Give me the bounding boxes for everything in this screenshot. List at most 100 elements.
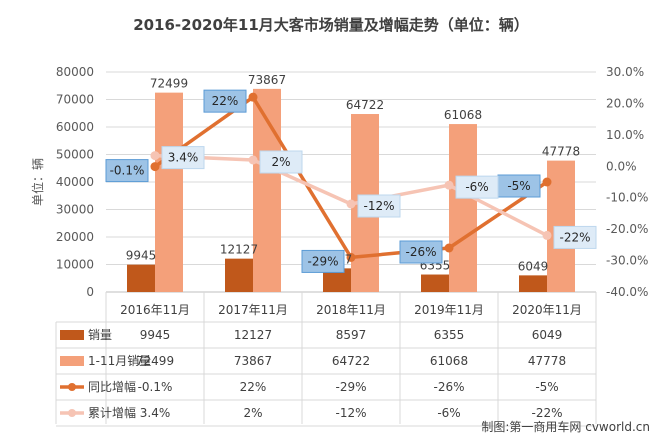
chart-title: 2016-2020年11月大客市场销量及增幅走势（单位：辆）: [133, 16, 529, 34]
right-axis: -40.0% -30.0% -20.0% -10.0% 0.0% 10.0% 20.0% 30…: [606, 65, 648, 299]
line-marker: [542, 230, 552, 240]
y2-tick-label: -20.0%: [606, 222, 648, 236]
category-label: 2017年11月: [218, 303, 288, 317]
table-cell: 61068: [430, 354, 468, 368]
legend-swatch: [60, 330, 84, 340]
y-tick-label: 60000: [56, 120, 94, 134]
lines: [150, 92, 552, 262]
line-marker: [150, 151, 160, 161]
line-value-label: -5%: [507, 179, 530, 193]
category-label: 2020年11月: [512, 303, 582, 317]
watermark: 制图:第一商用车网 cvworld.cn: [481, 419, 650, 434]
line-value-label: -26%: [405, 245, 436, 259]
bar-value-label: 61068: [444, 108, 482, 122]
bar-value-label: 12127: [220, 243, 258, 257]
line-label-box: [203, 89, 247, 113]
line-label-box: [553, 225, 597, 249]
legend-label: 同比增幅: [88, 379, 136, 394]
line-marker: [444, 180, 454, 190]
bar-monthly: [127, 264, 155, 292]
table-cell: -6%: [437, 406, 460, 420]
line-label-box: [301, 249, 345, 273]
bar-monthly: [225, 258, 253, 292]
line-label-box: [455, 175, 499, 199]
y-axis-label: 单位：辆: [30, 158, 45, 206]
y2-tick-label: 0.0%: [606, 159, 637, 173]
table-cell: 6355: [434, 328, 465, 342]
table-cell: 47778: [528, 354, 566, 368]
table-cell: -5%: [535, 380, 558, 394]
bar-cumulative: [449, 124, 477, 292]
left-axis: 0 10000 20000 30000 40000 50000 60000 70000 8000…: [56, 65, 94, 299]
line-label-box: [105, 159, 149, 183]
table-cell: -26%: [433, 380, 464, 394]
y2-tick-label: 30.0%: [606, 65, 644, 79]
bar-monthly: [421, 274, 449, 292]
bar-value-label: 47778: [542, 145, 580, 159]
legend-label: 累计增幅: [88, 405, 136, 420]
table-cell: 64722: [332, 354, 370, 368]
y-tick-label: 80000: [56, 65, 94, 79]
y-tick-label: 50000: [56, 148, 94, 162]
table-cell: 12127: [234, 328, 272, 342]
line-marker: [248, 92, 258, 102]
table-cell: 8597: [336, 328, 367, 342]
y-tick-label: 40000: [56, 175, 94, 189]
line-marker: [248, 155, 258, 165]
y2-tick-label: 20.0%: [606, 96, 644, 110]
data-labels: 9945121278597635560497249973867647226106…: [105, 73, 597, 273]
legend-label: 1-11月销量: [88, 354, 151, 368]
y-tick-label: 10000: [56, 258, 94, 272]
bar-cumulative: [155, 92, 183, 292]
table-cell: -22%: [531, 406, 562, 420]
line-label-box: [161, 146, 205, 170]
line-value-label: 3.4%: [168, 151, 199, 165]
table-cell: 6049: [532, 328, 563, 342]
table-cell: 2%: [243, 406, 262, 420]
category-label: 2016年11月: [120, 303, 190, 317]
y2-tick-label: -40.0%: [606, 285, 648, 299]
line-value-label: -22%: [559, 230, 590, 244]
legend-swatch-marker: [68, 383, 76, 391]
bar-value-label: 72499: [150, 77, 188, 91]
y-tick-label: 30000: [56, 203, 94, 217]
y-tick-label: 0: [86, 285, 94, 299]
y2-tick-label: -10.0%: [606, 191, 648, 205]
legend-label: 销量: [88, 328, 112, 342]
category-label: 2019年11月: [414, 303, 484, 317]
y-tick-label: 70000: [56, 93, 94, 107]
line-label-box: [357, 194, 401, 218]
line-value-label: -12%: [363, 199, 394, 213]
legend-swatch-marker: [68, 409, 76, 417]
line-label-box: [399, 240, 443, 264]
line-label-box: [259, 150, 303, 174]
bar-value-label: 9945: [126, 249, 157, 263]
data-table: 2016年11月 2017年11月 2018年11月 2019年11月 2020年11月…: [55, 292, 597, 427]
table-cell: 3.4%: [140, 406, 171, 420]
line-value-label: 22%: [212, 94, 239, 108]
table-cell: 72499: [136, 354, 174, 368]
line-marker: [444, 243, 454, 253]
table-cell: -0.1%: [138, 380, 173, 394]
table-cell: -12%: [335, 406, 366, 420]
line-value-label: 2%: [271, 155, 290, 169]
line-value-label: -29%: [307, 254, 338, 268]
line-marker: [346, 252, 356, 262]
line-marker: [150, 162, 160, 172]
bar-monthly: [323, 268, 351, 292]
bar-monthly: [519, 275, 547, 292]
line-marker: [542, 177, 552, 187]
y-tick-label: 20000: [56, 230, 94, 244]
table-cell: 9945: [140, 328, 171, 342]
bar-value-label: 73867: [248, 73, 286, 87]
y2-tick-label: -30.0%: [606, 254, 648, 268]
line-value-label: -6%: [465, 180, 488, 194]
table-cell: -29%: [335, 380, 366, 394]
table-cell: 22%: [240, 380, 267, 394]
bar-value-label: 64722: [346, 98, 384, 112]
line-marker: [346, 199, 356, 209]
bar-value-label: 6049: [518, 259, 549, 273]
line-value-label: -0.1%: [110, 164, 145, 178]
category-label: 2018年11月: [316, 303, 386, 317]
